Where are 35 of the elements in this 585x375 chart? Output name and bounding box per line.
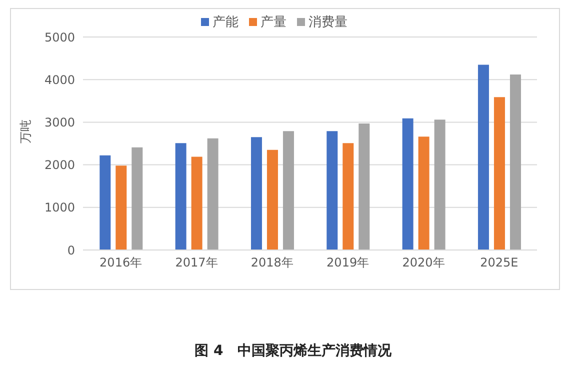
x-tick-label: 2017年 — [175, 256, 218, 270]
bar — [478, 64, 489, 250]
text: 图 4 中国聚丙烯生产消费情况 — [194, 342, 392, 360]
x-tick-label: 2019年 — [326, 256, 370, 270]
bar — [100, 155, 111, 250]
y-tick-label: 1000 — [44, 200, 75, 215]
legend-label: 产能 — [212, 15, 238, 30]
bar — [326, 131, 338, 250]
y-tick-label: 5000 — [44, 30, 75, 44]
legend-label: 消费量 — [308, 15, 348, 30]
legend-label: 产量 — [260, 15, 286, 30]
y-axis-title: 万吨 — [18, 120, 32, 144]
bar — [402, 118, 414, 250]
bar — [250, 137, 262, 250]
bar — [207, 138, 218, 250]
bar — [342, 143, 354, 250]
y-tick-label: 4000 — [44, 72, 75, 87]
bar — [191, 156, 202, 250]
bar — [358, 123, 370, 250]
bar — [418, 136, 430, 250]
bar — [175, 143, 186, 250]
bar — [266, 150, 278, 250]
x-tick-label: 2016年 — [100, 256, 142, 270]
bar — [434, 120, 446, 250]
bar — [116, 166, 127, 250]
y-tick-label: 2000 — [44, 158, 75, 172]
bar — [132, 147, 143, 250]
bar — [510, 74, 521, 250]
y-tick-label: 0 — [67, 243, 75, 258]
x-tick-label: 2018年 — [250, 256, 294, 270]
bar — [282, 131, 294, 250]
x-tick-label: 2025E — [480, 256, 518, 270]
x-tick-label: 2020年 — [402, 256, 445, 270]
bar — [494, 97, 505, 250]
y-tick-label: 3000 — [44, 115, 75, 130]
